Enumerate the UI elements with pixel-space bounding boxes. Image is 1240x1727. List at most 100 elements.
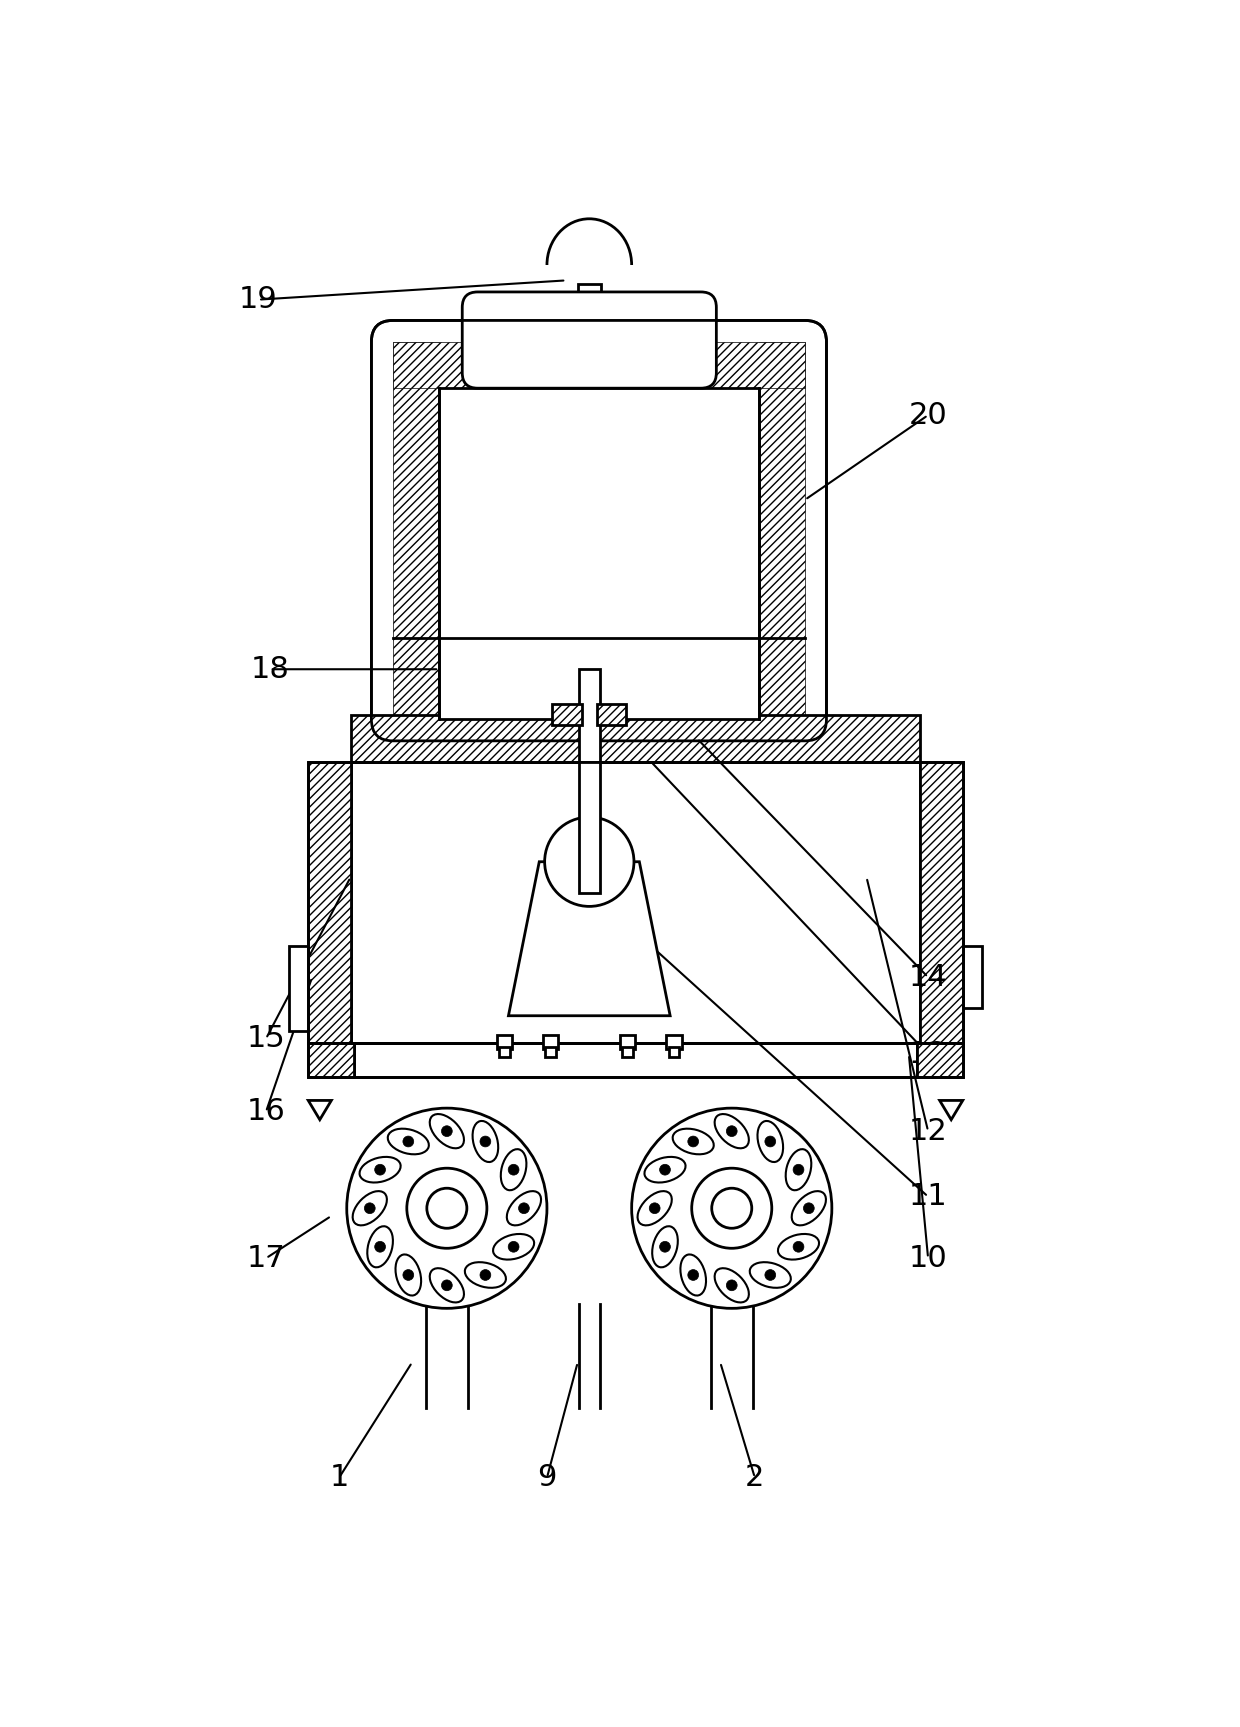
Circle shape <box>660 1242 671 1252</box>
Ellipse shape <box>637 1192 672 1226</box>
Ellipse shape <box>652 1226 678 1268</box>
Bar <box>579 762 600 893</box>
FancyBboxPatch shape <box>463 292 717 389</box>
Ellipse shape <box>465 1262 506 1288</box>
Ellipse shape <box>758 1121 784 1162</box>
Text: 14: 14 <box>909 962 947 991</box>
Circle shape <box>727 1280 737 1290</box>
Polygon shape <box>309 1100 331 1119</box>
Ellipse shape <box>430 1268 464 1302</box>
Circle shape <box>374 1164 386 1174</box>
Text: 19: 19 <box>239 285 278 314</box>
Text: 16: 16 <box>247 1097 285 1126</box>
Bar <box>309 762 351 1043</box>
Ellipse shape <box>714 1268 749 1302</box>
Bar <box>309 1043 962 1078</box>
Text: 18: 18 <box>250 655 289 684</box>
Ellipse shape <box>472 1121 498 1162</box>
Text: 1: 1 <box>330 1463 348 1492</box>
Circle shape <box>712 1188 751 1228</box>
Bar <box>962 946 982 1009</box>
Text: 12: 12 <box>909 1117 947 1145</box>
Ellipse shape <box>672 1129 714 1154</box>
Ellipse shape <box>430 1114 464 1148</box>
Bar <box>393 342 439 718</box>
Circle shape <box>441 1280 453 1290</box>
Circle shape <box>765 1136 776 1147</box>
Circle shape <box>480 1136 491 1147</box>
Circle shape <box>727 1126 737 1136</box>
Bar <box>666 1034 682 1048</box>
Bar <box>620 1034 635 1048</box>
Bar <box>579 670 600 762</box>
Circle shape <box>407 1167 487 1249</box>
Ellipse shape <box>501 1148 527 1190</box>
Bar <box>543 1034 558 1048</box>
Bar <box>500 1047 510 1057</box>
Circle shape <box>660 1164 671 1174</box>
Polygon shape <box>508 862 670 1015</box>
Bar <box>355 1043 916 1078</box>
Bar <box>668 1047 680 1057</box>
Text: 13: 13 <box>909 1040 947 1069</box>
Text: 10: 10 <box>909 1243 947 1273</box>
Circle shape <box>374 1242 386 1252</box>
Bar <box>351 762 920 1043</box>
Text: 11: 11 <box>909 1183 947 1211</box>
Circle shape <box>650 1202 660 1214</box>
Text: 2: 2 <box>745 1463 765 1492</box>
Text: 20: 20 <box>909 401 947 430</box>
Ellipse shape <box>360 1157 401 1183</box>
Ellipse shape <box>367 1226 393 1268</box>
Ellipse shape <box>777 1235 820 1259</box>
Circle shape <box>692 1167 771 1249</box>
Circle shape <box>794 1242 804 1252</box>
Ellipse shape <box>645 1157 686 1183</box>
Circle shape <box>480 1269 491 1280</box>
Ellipse shape <box>507 1192 541 1226</box>
Bar <box>546 1047 557 1057</box>
Ellipse shape <box>750 1262 791 1288</box>
Bar <box>552 705 582 725</box>
Ellipse shape <box>547 219 631 311</box>
Circle shape <box>631 1109 832 1309</box>
Ellipse shape <box>396 1254 422 1295</box>
Bar <box>497 1034 512 1048</box>
Bar <box>596 705 626 725</box>
Polygon shape <box>940 1100 962 1119</box>
Ellipse shape <box>494 1235 534 1259</box>
Bar <box>289 946 309 1031</box>
Bar <box>759 342 805 718</box>
Circle shape <box>347 1109 547 1309</box>
Ellipse shape <box>388 1129 429 1154</box>
Bar <box>393 342 805 389</box>
Bar <box>309 1043 355 1078</box>
Bar <box>578 285 601 323</box>
Text: 15: 15 <box>247 1024 285 1053</box>
Ellipse shape <box>714 1114 749 1148</box>
Circle shape <box>365 1202 376 1214</box>
Circle shape <box>544 817 634 907</box>
Circle shape <box>518 1202 529 1214</box>
Bar <box>920 762 962 1043</box>
Text: 17: 17 <box>247 1243 285 1273</box>
Bar <box>309 762 962 1043</box>
Circle shape <box>403 1136 414 1147</box>
Ellipse shape <box>681 1254 706 1295</box>
Ellipse shape <box>786 1148 811 1190</box>
Circle shape <box>441 1126 453 1136</box>
Circle shape <box>508 1164 520 1174</box>
Circle shape <box>427 1188 467 1228</box>
Circle shape <box>688 1136 698 1147</box>
Ellipse shape <box>791 1192 826 1226</box>
Circle shape <box>688 1269 698 1280</box>
Bar <box>622 1047 634 1057</box>
Circle shape <box>794 1164 804 1174</box>
Ellipse shape <box>352 1192 387 1226</box>
Text: 9: 9 <box>537 1463 557 1492</box>
Circle shape <box>765 1269 776 1280</box>
FancyBboxPatch shape <box>372 321 826 741</box>
Bar <box>351 715 920 762</box>
Circle shape <box>804 1202 815 1214</box>
Circle shape <box>403 1269 414 1280</box>
